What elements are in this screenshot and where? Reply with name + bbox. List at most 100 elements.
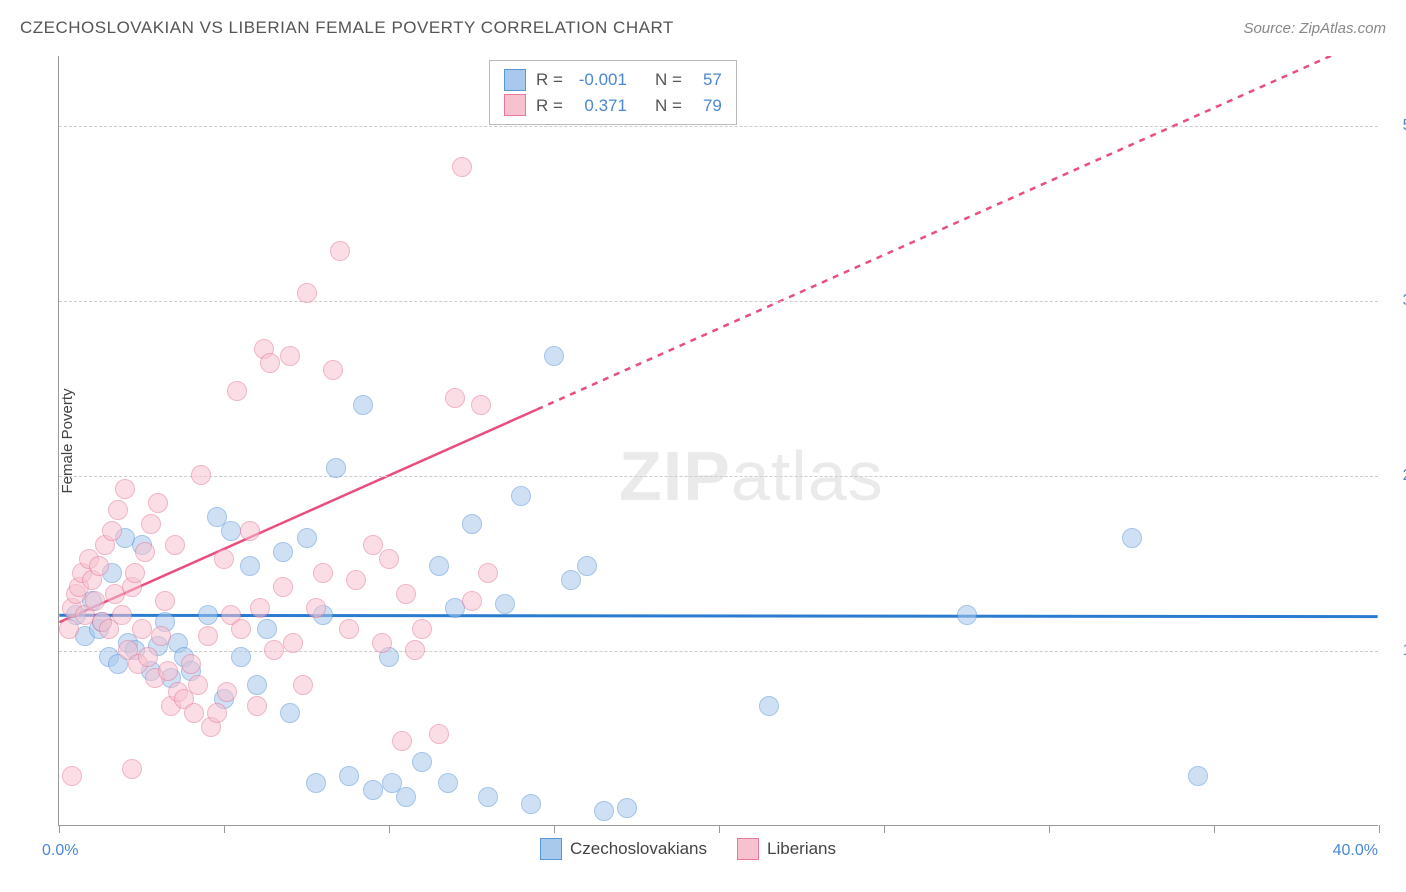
y-tick-label: 50.0%: [1388, 117, 1406, 135]
data-point: [207, 703, 227, 723]
n-value: 57: [692, 67, 722, 93]
legend-label: Liberians: [767, 839, 836, 859]
data-point: [392, 731, 412, 751]
data-point: [227, 381, 247, 401]
data-point: [260, 353, 280, 373]
gridline: [59, 126, 1378, 127]
legend-label: Czechoslovakians: [570, 839, 707, 859]
stat-row: R = 0.371 N = 79: [504, 93, 722, 119]
data-point: [198, 605, 218, 625]
gridline: [59, 651, 1378, 652]
data-point: [326, 458, 346, 478]
data-point: [214, 549, 234, 569]
x-axis-max-label: 40.0%: [1333, 842, 1378, 860]
data-point: [346, 570, 366, 590]
data-point: [273, 577, 293, 597]
data-point: [132, 619, 152, 639]
data-point: [247, 675, 267, 695]
data-point: [478, 563, 498, 583]
gridline: [59, 301, 1378, 302]
data-point: [511, 486, 531, 506]
data-point: [577, 556, 597, 576]
data-point: [330, 241, 350, 261]
n-value: 79: [692, 93, 722, 119]
legend-item: Czechoslovakians: [540, 838, 707, 860]
legend-item: Liberians: [737, 838, 836, 860]
data-point: [405, 640, 425, 660]
legend: Czechoslovakians Liberians: [540, 838, 836, 860]
data-point: [429, 556, 449, 576]
data-point: [221, 521, 241, 541]
x-tick: [719, 825, 720, 833]
data-point: [231, 619, 251, 639]
chart-header: CZECHOSLOVAKIAN VS LIBERIAN FEMALE POVER…: [20, 18, 1386, 38]
data-point: [217, 682, 237, 702]
data-point: [561, 570, 581, 590]
data-point: [339, 766, 359, 786]
data-point: [412, 619, 432, 639]
legend-swatch: [504, 69, 526, 91]
x-axis-min-label: 0.0%: [42, 842, 78, 860]
data-point: [188, 675, 208, 695]
gridline: [59, 476, 1378, 477]
data-point: [438, 773, 458, 793]
r-value: -0.001: [573, 67, 627, 93]
data-point: [363, 535, 383, 555]
data-point: [280, 703, 300, 723]
data-point: [148, 493, 168, 513]
data-point: [59, 619, 79, 639]
r-label: R =: [536, 93, 563, 119]
data-point: [306, 773, 326, 793]
data-point: [158, 661, 178, 681]
x-tick: [224, 825, 225, 833]
data-point: [283, 633, 303, 653]
plot-area: Female Poverty ZIPatlas R =-0.001N =57R …: [58, 56, 1378, 826]
legend-swatch: [737, 838, 759, 860]
data-point: [231, 647, 251, 667]
data-point: [396, 787, 416, 807]
data-point: [462, 514, 482, 534]
x-tick: [1049, 825, 1050, 833]
x-tick: [1379, 825, 1380, 833]
stat-row: R =-0.001N =57: [504, 67, 722, 93]
n-label: N =: [655, 93, 682, 119]
data-point: [412, 752, 432, 772]
chart-container: CZECHOSLOVAKIAN VS LIBERIAN FEMALE POVER…: [0, 0, 1406, 892]
data-point: [372, 633, 392, 653]
data-point: [85, 591, 105, 611]
data-point: [135, 542, 155, 562]
correlation-stat-box: R = -0.001 N = 57R = 0.371 N = 79: [489, 60, 737, 125]
data-point: [495, 594, 515, 614]
r-value: 0.371: [573, 93, 627, 119]
data-point: [594, 801, 614, 821]
data-point: [115, 479, 135, 499]
data-point: [165, 535, 185, 555]
data-point: [429, 724, 449, 744]
data-point: [112, 605, 132, 625]
y-tick-label: 12.5%: [1388, 642, 1406, 660]
data-point: [363, 780, 383, 800]
data-point: [445, 388, 465, 408]
data-point: [957, 605, 977, 625]
legend-swatch: [504, 94, 526, 116]
x-tick: [1214, 825, 1215, 833]
data-point: [247, 696, 267, 716]
y-axis-title: Female Poverty: [59, 388, 76, 493]
data-point: [240, 556, 260, 576]
r-label: R =: [536, 67, 563, 93]
data-point: [452, 157, 472, 177]
source-label: Source: ZipAtlas.com: [1243, 20, 1386, 37]
data-point: [191, 465, 211, 485]
data-point: [462, 591, 482, 611]
x-tick: [59, 825, 60, 833]
data-point: [141, 514, 161, 534]
data-point: [396, 584, 416, 604]
data-point: [1188, 766, 1208, 786]
x-tick: [554, 825, 555, 833]
data-point: [151, 626, 171, 646]
data-point: [102, 521, 122, 541]
data-point: [306, 598, 326, 618]
data-point: [521, 794, 541, 814]
data-point: [155, 591, 175, 611]
x-tick: [389, 825, 390, 833]
